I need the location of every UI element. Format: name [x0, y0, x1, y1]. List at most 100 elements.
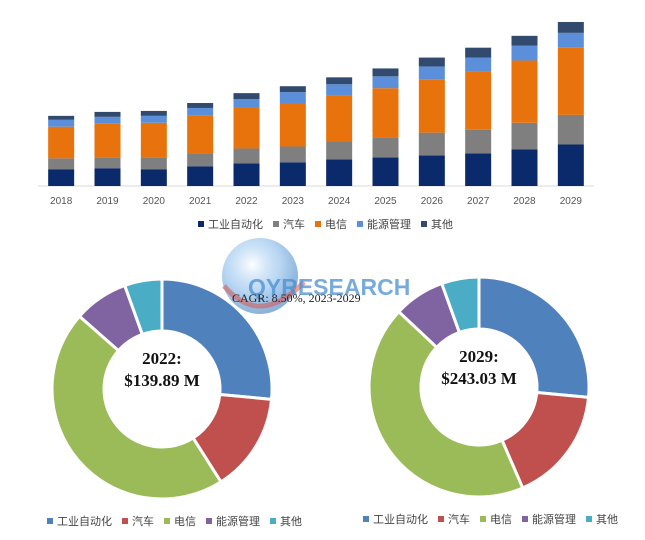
bar-segment: [326, 95, 353, 142]
donut-center-year: 2022:: [142, 349, 182, 368]
legend-swatch: [357, 221, 363, 227]
legend-swatch: [273, 221, 279, 227]
legend-item: 工业自动化: [47, 513, 112, 529]
legend-item: 工业自动化: [198, 216, 263, 232]
bar-segment: [48, 169, 75, 186]
donut-slice: [160, 277, 274, 401]
legend-item: 其他: [586, 511, 618, 527]
legend-swatch: [47, 518, 53, 524]
legend-swatch: [206, 518, 212, 524]
bar-segment: [372, 76, 399, 89]
legend-item: 汽车: [122, 513, 154, 529]
bar-segment: [557, 144, 584, 186]
x-tick-label: 2027: [467, 196, 490, 207]
bar-segment: [140, 110, 167, 116]
legend-item: 能源管理: [206, 513, 260, 529]
donut-center-label-2022: 2022: $139.89 M: [92, 348, 232, 392]
legend-label: 其他: [596, 513, 618, 526]
bar-segment: [48, 115, 75, 120]
legend-item: 电信: [480, 511, 512, 527]
legend-label: 能源管理: [216, 515, 260, 528]
bar-segment: [465, 71, 492, 130]
x-tick-label: 2022: [235, 196, 258, 207]
legend-label: 其他: [431, 218, 453, 231]
x-tick-label: 2029: [560, 196, 583, 207]
legend-label: 电信: [174, 515, 196, 528]
donut-center-value: $139.89 M: [124, 371, 200, 390]
x-tick-label: 2023: [282, 196, 305, 207]
bar-segment: [48, 158, 75, 170]
bar-segment: [279, 146, 306, 163]
legend-swatch: [586, 516, 592, 522]
donut-slice: [439, 275, 481, 335]
bar-segment: [279, 92, 306, 104]
legend-swatch: [438, 516, 444, 522]
donut-center-year: 2029:: [459, 347, 499, 366]
legend-label: 电信: [325, 218, 347, 231]
legend-item: 其他: [421, 216, 453, 232]
bar-segment: [140, 115, 167, 123]
bar-segment: [140, 157, 167, 170]
bar-segment: [94, 116, 121, 124]
bar-segment: [557, 47, 584, 115]
donut-center-value: $243.03 M: [441, 369, 517, 388]
legend-item: 工业自动化: [363, 511, 428, 527]
bar-segment: [94, 157, 121, 169]
bar-segment: [94, 168, 121, 186]
bar-segment: [372, 68, 399, 77]
bar-segment: [187, 166, 214, 186]
bar-segment: [279, 103, 306, 147]
legend-label: 汽车: [283, 218, 305, 231]
donut-slice: [367, 309, 525, 499]
bar-segment: [279, 86, 306, 93]
bar-segment: [233, 99, 260, 108]
qyresearch-logo: QYRESEARCH: [220, 238, 430, 318]
bar-segment: [418, 79, 445, 133]
legend-swatch: [198, 221, 204, 227]
legend-swatch: [164, 518, 170, 524]
bar-segment: [557, 32, 584, 48]
legend-swatch: [480, 516, 486, 522]
x-tick-label: 2019: [96, 196, 119, 207]
x-tick-label: 2025: [374, 196, 397, 207]
bar-segment: [557, 22, 584, 33]
bar-segment: [326, 77, 353, 85]
donut-legend-2022: 工业自动化 汽车 电信 能源管理 其他: [47, 513, 302, 529]
bar-segment: [465, 153, 492, 186]
bar-segment: [418, 155, 445, 186]
bar-segment: [372, 137, 399, 158]
bar-segment: [233, 148, 260, 164]
bar-segment: [233, 107, 260, 149]
bar-segment: [372, 88, 399, 138]
donut-center-label-2029: 2029: $243.03 M: [409, 346, 549, 390]
bar-segment: [187, 103, 214, 108]
bar-segment: [94, 111, 121, 117]
x-tick-label: 2028: [513, 196, 536, 207]
cagr-label: CAGR: 8.50%, 2023-2029: [232, 291, 361, 305]
x-tick-label: 2026: [421, 196, 444, 207]
bar-segment: [418, 57, 445, 67]
bar-segment: [372, 157, 399, 186]
legend-swatch: [270, 518, 276, 524]
donut-slice: [477, 275, 591, 399]
legend-label: 电信: [490, 513, 512, 526]
bar-segment: [140, 122, 167, 158]
bar-segment: [511, 60, 538, 123]
bar-segment: [48, 126, 75, 159]
legend-label: 汽车: [448, 513, 470, 526]
legend-label: 能源管理: [367, 218, 411, 231]
bar-segment: [511, 45, 538, 61]
donut-chart-2022: [50, 277, 274, 501]
bar-segment: [187, 115, 214, 154]
bar-segment: [511, 122, 538, 150]
legend-swatch: [363, 516, 369, 522]
x-tick-label: 2021: [189, 196, 212, 207]
legend-swatch: [522, 516, 528, 522]
x-tick-label: 2024: [328, 196, 351, 207]
legend-label: 工业自动化: [57, 515, 112, 528]
legend-swatch: [421, 221, 427, 227]
stacked-bar-chart: 2018 2019 2020 2021 2022 2023 2024 2025 2026 2027…: [38, 22, 594, 207]
bar-segment: [465, 57, 492, 72]
legend-label: 工业自动化: [373, 513, 428, 526]
bar-segment: [140, 169, 167, 186]
